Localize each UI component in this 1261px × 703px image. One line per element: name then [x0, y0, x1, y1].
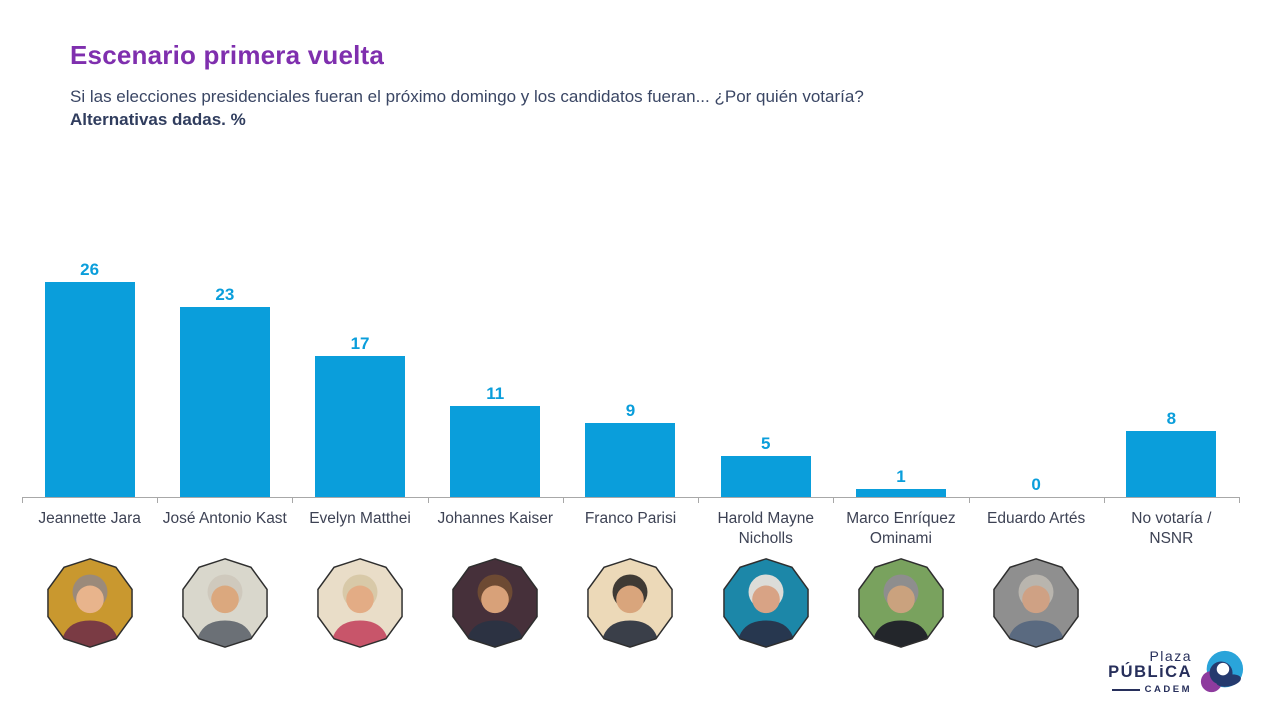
cadem-logo: Plaza PÚBLiCA CADEM	[1108, 647, 1245, 695]
category-label: José Antonio Kast	[162, 510, 287, 527]
cadem-logo-text: Plaza PÚBLiCA CADEM	[1108, 647, 1192, 695]
bar-column: 23	[157, 256, 292, 497]
category-label: Evelyn Matthei	[309, 510, 411, 527]
photo-cell	[157, 557, 292, 649]
bar	[179, 307, 270, 497]
bar-column: 11	[428, 256, 563, 497]
axis-tick	[698, 497, 700, 503]
photo-cell	[292, 557, 427, 649]
page-title: Escenario primera vuelta	[70, 40, 385, 70]
photo-cell	[969, 557, 1104, 649]
photo-cell	[563, 557, 698, 649]
survey-question: Si las elecciones presidenciales fueran …	[70, 87, 864, 106]
survey-note: Alternativas dadas. %	[70, 110, 246, 129]
bar	[450, 406, 541, 497]
category-label: Johannes Kaiser	[437, 510, 553, 527]
axis-tick	[562, 497, 564, 503]
bar-value-label: 23	[215, 285, 235, 304]
bar	[44, 282, 135, 497]
candidate-photo	[722, 558, 809, 648]
photo-cell	[698, 557, 833, 649]
axis-tick	[157, 497, 159, 503]
category-label: Marco Enríquez Ominami	[846, 510, 956, 548]
x-axis	[22, 497, 1240, 504]
logo-dash	[1111, 688, 1140, 691]
bar-value-label: 17	[350, 334, 370, 353]
bar	[720, 456, 811, 497]
axis-tick	[292, 497, 294, 503]
bar-value-label: 1	[896, 467, 906, 486]
category-label: No votaría / NSNR	[1131, 510, 1212, 548]
bar-column: 8	[1104, 256, 1239, 497]
bar-value-label: 8	[1166, 409, 1177, 428]
bar	[855, 489, 946, 497]
bar-chart: 26 23 17 11 9 5 1 0 8 Jeannette Jara José Antonio…	[22, 256, 1240, 649]
photo-cell	[833, 557, 968, 649]
axis-tick	[833, 497, 835, 503]
bar-column: 9	[563, 256, 698, 497]
bar-value-label: 26	[80, 260, 100, 279]
candidate-photos-row	[22, 557, 1239, 649]
photo-cell	[1104, 557, 1239, 649]
bar-value-label: 11	[486, 384, 505, 403]
photo-cell	[428, 557, 563, 649]
candidate-photo	[317, 558, 403, 648]
logo-publica-label: PÚBLiCA	[1108, 662, 1192, 681]
candidate-photo	[587, 558, 674, 648]
bars-area: 26 23 17 11 9 5 1 0 8	[22, 256, 1239, 497]
bar-value-label: 9	[625, 401, 636, 420]
logo-cadem-label: CADEM	[1144, 683, 1192, 695]
header: Escenario primera vuelta Si las eleccion…	[70, 40, 1221, 130]
axis-tick	[1239, 497, 1240, 503]
candidate-photo	[993, 558, 1079, 648]
bar-value-label: 0	[1031, 475, 1041, 494]
category-label: Harold Mayne Nicholls	[717, 510, 814, 548]
logo-plaza-label: Plaza	[1149, 647, 1192, 664]
axis-tick	[427, 497, 429, 503]
axis-tick	[968, 497, 970, 503]
axis-tick	[1103, 497, 1105, 503]
cadem-swirl-icon	[1200, 650, 1244, 693]
candidate-photo	[452, 558, 539, 648]
bar-column: 1	[833, 256, 968, 497]
bar	[585, 423, 676, 497]
candidate-photo	[858, 558, 944, 648]
bar-column: 0	[969, 256, 1104, 497]
photo-cell	[22, 557, 157, 649]
bar-column: 5	[698, 256, 833, 497]
axis-tick	[22, 497, 23, 503]
category-labels: Jeannette Jara José Antonio Kast Evelyn Ma…	[22, 509, 1239, 551]
candidate-photo	[46, 558, 133, 648]
bar	[315, 356, 406, 497]
category-label: Franco Parisi	[584, 510, 677, 527]
bar-column: 26	[22, 256, 157, 497]
category-label: Jeannette Jara	[38, 510, 141, 527]
candidate-photo	[182, 558, 268, 648]
category-label: Eduardo Artés	[987, 510, 1086, 527]
bar-value-label: 5	[760, 434, 771, 453]
bar	[1126, 431, 1217, 497]
bar-column: 17	[292, 256, 427, 497]
